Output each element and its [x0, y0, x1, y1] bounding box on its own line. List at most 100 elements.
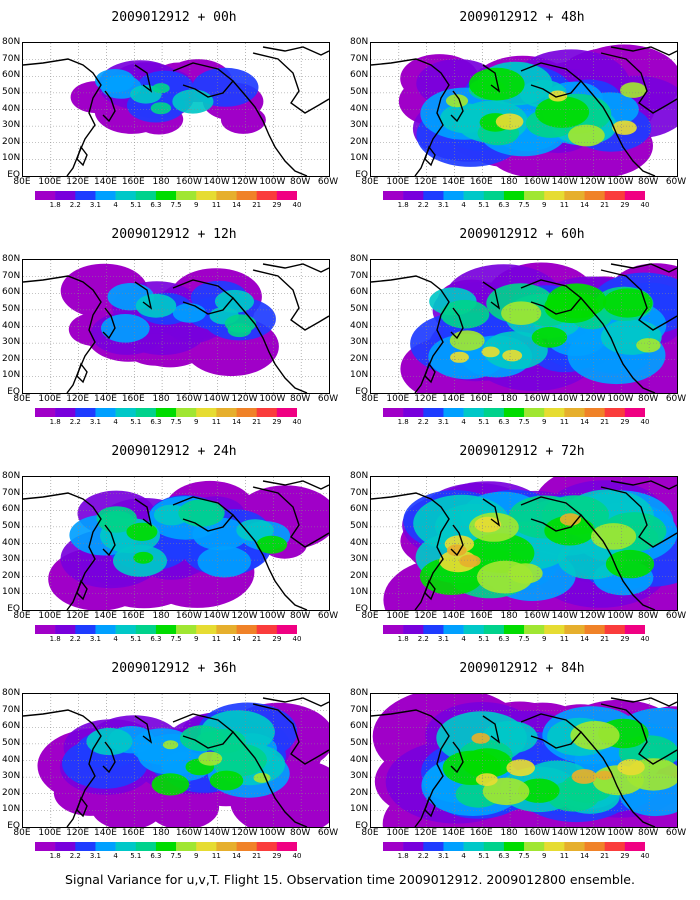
colorbar-swatch: [524, 625, 545, 634]
colorbar-label: 40: [292, 635, 302, 643]
lon-tick-label: 140W: [551, 828, 578, 838]
colorbar-swatch: [403, 842, 424, 851]
lon-tick-label: 120W: [231, 828, 258, 838]
colorbar-label: 1.8: [49, 201, 61, 209]
lat-tick-label: 30N: [350, 337, 369, 348]
lat-tick-label: 50N: [2, 86, 21, 97]
colorbar-swatch: [256, 625, 278, 634]
lon-tick-label: 160W: [175, 177, 202, 187]
colorbar-label: 5.1: [478, 418, 490, 426]
colorbar-swatch: [463, 625, 485, 634]
colorbar-swatch: [115, 191, 137, 200]
lon-tick-label: 80E: [361, 828, 379, 838]
lat-tick-label: 30N: [2, 554, 21, 565]
colorbar-label: 40: [640, 635, 650, 643]
colorbar: [35, 842, 297, 851]
colorbar-label: 3.1: [437, 635, 450, 643]
lat-tick-label: 20N: [2, 570, 21, 581]
colorbar-label: 4: [461, 635, 466, 643]
colorbar-swatch: [383, 625, 404, 634]
colorbar-swatch: [544, 191, 565, 200]
lon-tick-label: 160E: [121, 611, 145, 621]
panel-title: 2009012912 + 36h: [111, 661, 237, 676]
colorbar-swatch: [624, 625, 645, 634]
lon-tick-label: 100E: [38, 177, 62, 187]
colorbar-label: 7.5: [170, 201, 182, 209]
colorbar-swatch: [155, 625, 177, 634]
colorbar: [383, 408, 645, 417]
lon-tick-label: 140E: [94, 611, 117, 621]
colorbar-swatch: [403, 191, 424, 200]
lon-tick-label: 60W: [665, 394, 687, 404]
lon-tick-label: 120E: [414, 828, 438, 838]
lon-tick-label: 60W: [665, 611, 687, 621]
colorbar-label: 9: [541, 852, 547, 860]
colorbar-swatch: [55, 842, 76, 851]
lon-tick-label: 140E: [442, 611, 465, 621]
lat-tick-label: 80N: [2, 37, 21, 47]
lon-tick-label: 140W: [203, 394, 230, 404]
colorbar-swatch: [403, 408, 424, 417]
lat-tick-label: 10N: [350, 587, 369, 598]
colorbar-swatch: [256, 842, 278, 851]
map-panel: 2009012912 + 24h 80N 70N 60N 50N 40N 30N 20N 10N…: [0, 442, 350, 657]
colorbar-label: 1.8: [49, 852, 61, 860]
colorbar-label: 14: [232, 418, 241, 426]
colorbar-swatch: [604, 625, 626, 634]
lon-tick-label: 100E: [38, 394, 62, 404]
colorbar-swatch: [483, 842, 505, 851]
lon-tick-label: 180: [500, 394, 518, 404]
lat-tick-label: EQ: [7, 170, 20, 180]
colorbar-label: 29: [620, 635, 630, 643]
colorbar-swatch: [176, 408, 197, 417]
colorbar-label: 21: [600, 201, 610, 209]
lat-tick-label: 30N: [2, 771, 21, 782]
colorbar-swatch: [95, 191, 116, 200]
lon-tick-label: 80E: [13, 828, 31, 838]
map-panel: 2009012912 + 60h 80N 70N 60N 50N 40N 30N 20N 10N…: [348, 225, 698, 440]
colorbar-label: 40: [292, 852, 302, 860]
lon-tick-label: 60W: [317, 611, 339, 621]
colorbar-label: 14: [232, 201, 241, 209]
colorbar-label: 1.8: [397, 852, 409, 860]
colorbar-label: 9: [193, 201, 199, 209]
lon-tick-label: 80W: [289, 611, 311, 621]
colorbar-label: 29: [620, 201, 630, 209]
lat-tick-label: 60N: [2, 721, 21, 732]
colorbar-swatch: [276, 408, 297, 417]
colorbar-label: 40: [292, 201, 302, 209]
lon-tick-label: 140E: [442, 828, 465, 838]
colorbar-swatch: [35, 408, 56, 417]
lon-tick-label: 100W: [607, 611, 634, 621]
lon-tick-label: 160E: [469, 394, 493, 404]
colorbar-label: 7.5: [518, 201, 530, 209]
map-panel: 2009012912 + 12h 80N 70N 60N 50N 40N 30N 20N 10N…: [0, 225, 350, 440]
lat-tick-label: EQ: [7, 604, 20, 614]
lon-tick-label: 120E: [66, 394, 90, 404]
colorbar-swatch: [463, 191, 485, 200]
colorbar-swatch: [35, 191, 56, 200]
colorbar: [383, 842, 645, 851]
lon-tick-label: 120W: [579, 828, 606, 838]
lon-tick-label: 80E: [13, 394, 31, 404]
lat-tick-label: 20N: [2, 136, 21, 147]
colorbar-swatch: [604, 842, 626, 851]
colorbar-swatch: [584, 842, 605, 851]
colorbar-label: 1.8: [397, 635, 409, 643]
colorbar-swatch: [155, 408, 177, 417]
lon-tick-label: 140W: [203, 828, 230, 838]
colorbar-swatch: [564, 625, 585, 634]
lat-tick-label: EQ: [355, 604, 368, 614]
colorbar-swatch: [216, 625, 237, 634]
colorbar-swatch: [176, 842, 197, 851]
colorbar-label: 5.1: [478, 852, 490, 860]
colorbar-label: 9: [193, 852, 199, 860]
colorbar-label: 11: [211, 635, 221, 643]
colorbar-label: 11: [559, 852, 569, 860]
colorbar-swatch: [483, 408, 505, 417]
colorbar-label: 11: [559, 635, 569, 643]
colorbar-label: 14: [580, 852, 589, 860]
colorbar-label: 21: [252, 635, 262, 643]
lon-tick-label: 60W: [317, 828, 339, 838]
colorbar-label: 7.5: [518, 418, 530, 426]
